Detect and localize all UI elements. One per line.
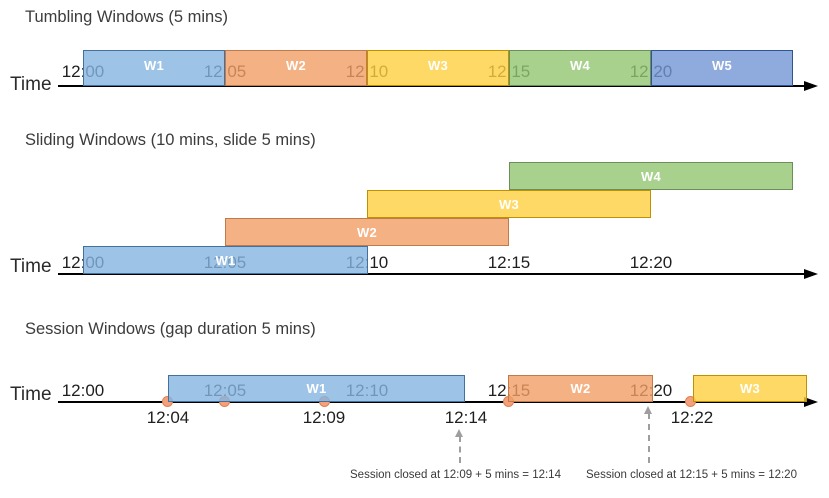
window-label: W3 xyxy=(498,196,520,212)
window-label: W2 xyxy=(285,58,307,73)
sliding-tick: 12:15 xyxy=(487,253,531,272)
tumbling-title: Tumbling Windows (5 mins) xyxy=(25,8,228,26)
window-label: W3 xyxy=(739,381,761,396)
sliding-window-w4: W4 xyxy=(509,162,793,190)
session-axis-arrow-icon xyxy=(804,397,818,407)
tumbling-window-w2: W2 xyxy=(225,50,367,86)
window-label: W1 xyxy=(306,381,327,396)
event-time-label: 12:04 xyxy=(146,408,190,427)
session-window-w1: W1 xyxy=(168,375,465,402)
session-window-w3: W3 xyxy=(693,375,807,402)
session-close-arrow-line xyxy=(459,436,461,463)
tumbling-axis-arrow-icon xyxy=(804,81,818,91)
tumbling-window-w5: W5 xyxy=(651,50,793,86)
session-close-arrow-line xyxy=(648,413,650,463)
sliding-window-w3: W3 xyxy=(367,190,651,218)
window-label: W2 xyxy=(570,381,591,396)
sliding-time-axis-label: Time xyxy=(10,256,52,277)
tumbling-time-axis-label: Time xyxy=(10,74,52,95)
session-window-w2: W2 xyxy=(508,375,653,402)
window-label: W1 xyxy=(215,252,236,268)
event-time-label: 12:22 xyxy=(670,408,714,427)
session-close-arrow-icon xyxy=(455,429,463,437)
event-time-label: 12:09 xyxy=(302,408,346,427)
window-label: W1 xyxy=(143,58,165,73)
session-title: Session Windows (gap duration 5 mins) xyxy=(25,320,316,338)
event-time-label: 12:14 xyxy=(444,408,488,427)
sliding-axis-arrow-icon xyxy=(804,269,818,279)
window-label: W4 xyxy=(640,168,662,184)
tumbling-window-w3: W3 xyxy=(367,50,509,86)
session-time-axis-label: Time xyxy=(10,384,52,405)
tumbling-time-axis xyxy=(58,85,808,87)
tumbling-window-w4: W4 xyxy=(509,50,651,86)
window-label: W5 xyxy=(711,58,733,73)
sliding-window-w2: W2 xyxy=(225,218,509,246)
session-tick: 12:00 xyxy=(61,381,105,400)
session-close-annotation-1: Session closed at 12:09 + 5 mins = 12:14 xyxy=(350,469,561,481)
window-label: W3 xyxy=(427,58,449,73)
tumbling-window-w1: W1 xyxy=(83,50,225,86)
session-close-annotation-2: Session closed at 12:15 + 5 mins = 12:20 xyxy=(586,469,797,481)
sliding-tick: 12:20 xyxy=(629,253,673,272)
sliding-time-axis xyxy=(58,273,808,275)
sliding-title: Sliding Windows (10 mins, slide 5 mins) xyxy=(25,131,316,149)
sliding-window-w1: W1 xyxy=(83,246,368,274)
session-close-arrow-icon xyxy=(644,406,652,414)
session-time-axis xyxy=(58,401,808,403)
window-label: W4 xyxy=(569,58,591,73)
window-label: W2 xyxy=(356,224,378,240)
